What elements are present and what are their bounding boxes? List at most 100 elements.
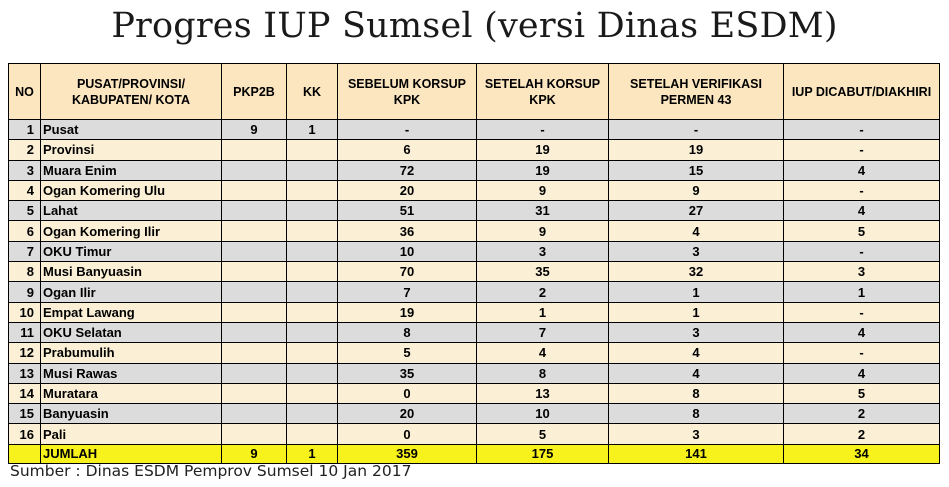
table-total: JUMLAH 9 1 359 175 141 34 [8,443,940,464]
cell-before-korsup: 5 [337,342,477,364]
cell-no: 16 [8,423,41,445]
cell-after-korsup: 10 [476,403,609,425]
cell-region: Pali [40,423,222,445]
table-row: 5 Lahat 51 31 27 4 [8,200,940,222]
cell-kk [286,179,338,202]
cell-after-verification: 4 [608,342,784,364]
cell-after-verification: 15 [608,159,784,181]
cell-kk [286,362,338,384]
total-before-korsup: 359 [337,443,477,464]
table-body: 1 Pusat 9 1- - - -2 Provinsi 6 19 19-3 Muara Enim 72… [8,118,940,445]
total-after-korsup: 175 [476,443,609,464]
cell-region: OKU Selatan [40,321,222,344]
cell-region: Banyuasin [40,403,222,425]
table-row: 1 Pusat 9 1- - - - [8,118,940,141]
cell-pkp2b [221,261,287,283]
cell-after-korsup: 1 [476,301,609,323]
cell-after-korsup: 19 [476,159,609,181]
header-no: NO [8,63,41,120]
cell-after-verification: - [608,118,784,141]
cell-iup-revoked: 2 [783,403,940,425]
cell-before-korsup: 0 [337,382,477,405]
iup-progress-table: NO PUSAT/PROVINSI/ KABUPATEN/ KOTA PKP2B… [8,63,940,464]
source-note: Sumber : Dinas ESDM Pemprov Sumsel 10 Ja… [10,462,412,480]
table-row: 12 Prabumulih 5 4 4- [8,342,940,364]
cell-after-verification: 1 [608,301,784,323]
cell-pkp2b [221,281,287,303]
cell-pkp2b [221,301,287,323]
cell-region: Muara Enim [40,159,222,181]
cell-before-korsup: 20 [337,403,477,425]
cell-region: Ogan Ilir [40,281,222,303]
cell-no: 9 [8,281,41,303]
cell-iup-revoked: 5 [783,220,940,242]
cell-after-korsup: 9 [476,179,609,202]
total-row: JUMLAH 9 1 359 175 141 34 [8,443,940,464]
cell-after-korsup: 3 [476,240,609,263]
cell-before-korsup: 20 [337,179,477,202]
cell-after-korsup: 4 [476,342,609,364]
table-row: 7 OKU Timur 10 3 3- [8,240,940,263]
cell-no: 7 [8,240,41,263]
header-region: PUSAT/PROVINSI/ KABUPATEN/ KOTA [40,63,222,120]
cell-no: 8 [8,261,41,283]
cell-iup-revoked: 2 [783,423,940,445]
cell-kk [286,301,338,323]
cell-kk: 1 [286,118,338,141]
cell-iup-revoked: 4 [783,159,940,181]
cell-no: 6 [8,220,41,242]
cell-iup-revoked: - [783,118,940,141]
cell-after-verification: 8 [608,403,784,425]
cell-kk [286,423,338,445]
cell-kk [286,261,338,283]
cell-pkp2b [221,139,287,161]
total-pkp2b: 9 [221,443,287,464]
cell-iup-revoked: - [783,342,940,364]
cell-pkp2b [221,321,287,344]
cell-no: 14 [8,382,41,405]
cell-iup-revoked: 4 [783,200,940,222]
cell-after-korsup: 7 [476,321,609,344]
cell-region: Lahat [40,200,222,222]
cell-iup-revoked: 4 [783,321,940,344]
table-row: 9 Ogan Ilir 7 2 1 1 [8,281,940,303]
cell-pkp2b [221,220,287,242]
cell-after-verification: 3 [608,423,784,445]
header-before-korsup: SEBELUM KORSUP KPK [337,63,477,120]
table-row: 8 Musi Banyuasin 70 35 32 3 [8,261,940,283]
cell-kk [286,281,338,303]
cell-after-verification: 1 [608,281,784,303]
total-no [8,443,41,464]
table-row: 14 Muratara 0 13 8 5 [8,382,940,405]
cell-region: Ogan Komering Ilir [40,220,222,242]
cell-kk [286,382,338,405]
cell-after-korsup: 8 [476,362,609,384]
cell-after-korsup: 13 [476,382,609,405]
cell-before-korsup: 72 [337,159,477,181]
cell-after-verification: 27 [608,200,784,222]
cell-iup-revoked: - [783,179,940,202]
cell-before-korsup: 51 [337,200,477,222]
cell-region: Provinsi [40,139,222,161]
cell-no: 1 [8,118,41,141]
header-iup-revoked: IUP DICABUT/DIAKHIRI [783,63,940,120]
cell-before-korsup: 6 [337,139,477,161]
cell-before-korsup: 36 [337,220,477,242]
table-row: 16 Pali 0 5 3 2 [8,423,940,445]
cell-after-verification: 3 [608,240,784,263]
cell-kk [286,321,338,344]
cell-no: 2 [8,139,41,161]
table-header: NO PUSAT/PROVINSI/ KABUPATEN/ KOTA PKP2B… [8,63,940,120]
cell-region: Muratara [40,382,222,405]
page-title: Progres IUP Sumsel (versi Dinas ESDM) [111,6,838,46]
cell-kk [286,139,338,161]
cell-after-verification: 8 [608,382,784,405]
table-row: 11 OKU Selatan 8 7 3 4 [8,321,940,344]
cell-after-verification: 32 [608,261,784,283]
cell-iup-revoked: 3 [783,261,940,283]
cell-region: Prabumulih [40,342,222,364]
table-row: 13 Musi Rawas 35 8 4 4 [8,362,940,384]
total-label: JUMLAH [40,443,222,464]
table-row: 10 Empat Lawang 19 1 1- [8,301,940,323]
cell-after-korsup: - [476,118,609,141]
